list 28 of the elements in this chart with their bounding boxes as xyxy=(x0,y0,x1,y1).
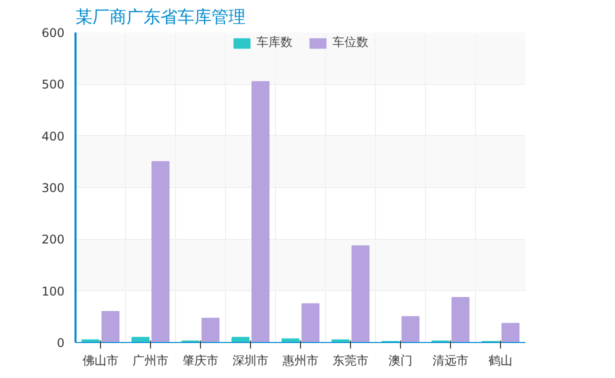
bar xyxy=(152,161,170,342)
bar xyxy=(102,311,120,342)
y-tick-label: 200 xyxy=(42,232,64,247)
legend-label: 车位数 xyxy=(332,34,368,51)
x-tick-label: 澳门 xyxy=(388,354,412,368)
x-tick-label: 深圳市 xyxy=(232,354,268,368)
legend-label: 车库数 xyxy=(256,34,292,51)
x-tick-label: 清远市 xyxy=(432,354,468,368)
y-tick-label: 500 xyxy=(42,78,64,92)
bar xyxy=(252,81,270,342)
y-tick-label: 100 xyxy=(42,284,64,298)
y-tick-label: 600 xyxy=(42,26,64,40)
y-tick-label: 0 xyxy=(56,336,65,350)
chart-title: 某厂商广东省车库管理 xyxy=(76,8,246,28)
x-tick-label: 广州市 xyxy=(132,354,168,368)
y-tick-label: 300 xyxy=(42,181,64,195)
x-tick-label: 肇庆市 xyxy=(182,354,218,368)
x-tick-label: 鹤山 xyxy=(488,354,512,368)
x-tick-label: 惠州市 xyxy=(282,354,318,368)
bar xyxy=(202,318,220,342)
y-tick-label: 400 xyxy=(42,129,64,144)
x-tick-label: 佛山市 xyxy=(82,354,118,368)
bar xyxy=(502,322,520,342)
bar xyxy=(402,316,420,342)
bar xyxy=(452,297,470,342)
x-tick-label: 东莞市 xyxy=(332,354,368,368)
bar xyxy=(302,303,320,342)
bar xyxy=(352,245,370,342)
